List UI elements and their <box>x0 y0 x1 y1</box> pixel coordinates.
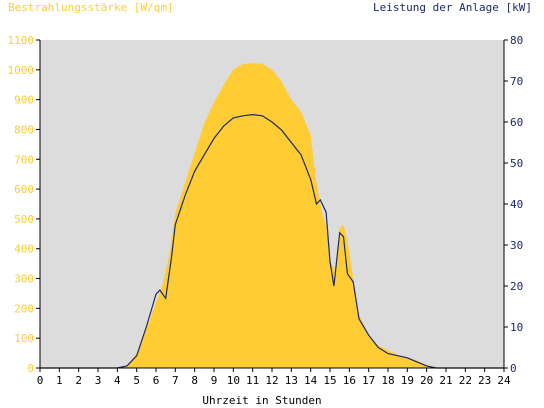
left-tick-label: 700 <box>14 153 34 166</box>
left-axis-title: Bestrahlungsstärke [W/qm] <box>8 1 174 14</box>
right-tick-label: 80 <box>510 34 523 47</box>
x-tick-label: 12 <box>265 374 278 387</box>
left-tick-label: 600 <box>14 183 34 196</box>
x-tick-label: 24 <box>497 374 511 387</box>
x-tick-label: 7 <box>172 374 179 387</box>
left-tick-label: 300 <box>14 273 34 286</box>
left-tick-label: 900 <box>14 94 34 107</box>
ticks-layer: 0 1 2 3 4 5 6 7 8 9 10 11 12 13 14 15 16 17 18 19 20 21 22 23 24… <box>8 34 524 387</box>
left-tick-label: 1000 <box>8 64 35 77</box>
left-tick-label: 0 <box>27 362 34 375</box>
right-axis-title: Leistung der Anlage [kW] <box>373 1 532 14</box>
irradiance-area <box>40 63 504 369</box>
right-tick-label: 10 <box>510 321 523 334</box>
right-tick-label: 70 <box>510 75 523 88</box>
x-tick-label: 20 <box>420 374 433 387</box>
x-tick-label: 8 <box>191 374 198 387</box>
right-tick-label: 50 <box>510 157 523 170</box>
x-tick-label: 1 <box>56 374 63 387</box>
right-tick-label: 20 <box>510 280 523 293</box>
right-tick-label: 40 <box>510 198 523 211</box>
x-tick-label: 2 <box>75 374 82 387</box>
left-tick-label: 200 <box>14 302 34 315</box>
x-tick-label: 9 <box>211 374 218 387</box>
x-tick-label: 17 <box>362 374 375 387</box>
x-tick-label: 21 <box>439 374 452 387</box>
x-tick-label: 16 <box>343 374 356 387</box>
left-tick-label: 100 <box>14 332 34 345</box>
left-tick-label: 800 <box>14 123 34 136</box>
x-tick-label: 3 <box>95 374 102 387</box>
x-tick-label: 23 <box>478 374 491 387</box>
x-tick-label: 13 <box>285 374 298 387</box>
x-tick-label: 19 <box>401 374 414 387</box>
x-tick-label: 15 <box>323 374 336 387</box>
left-tick-label: 1100 <box>8 34 35 47</box>
x-tick-label: 10 <box>227 374 240 387</box>
x-tick-label: 22 <box>459 374 472 387</box>
right-tick-label: 30 <box>510 239 523 252</box>
x-tick-label: 11 <box>246 374 259 387</box>
power-line <box>40 113 504 369</box>
x-tick-label: 6 <box>153 374 160 387</box>
left-tick-label: 500 <box>14 213 34 226</box>
right-tick-label: 60 <box>510 116 523 129</box>
x-axis-label: Uhrzeit in Stunden <box>202 394 321 407</box>
x-tick-label: 14 <box>304 374 318 387</box>
series-layer <box>40 63 504 369</box>
left-tick-label: 400 <box>14 243 34 256</box>
x-tick-label: 18 <box>381 374 394 387</box>
x-tick-label: 5 <box>133 374 140 387</box>
right-tick-label: 0 <box>510 362 517 375</box>
x-tick-label: 4 <box>114 374 121 387</box>
x-tick-label: 0 <box>37 374 44 387</box>
